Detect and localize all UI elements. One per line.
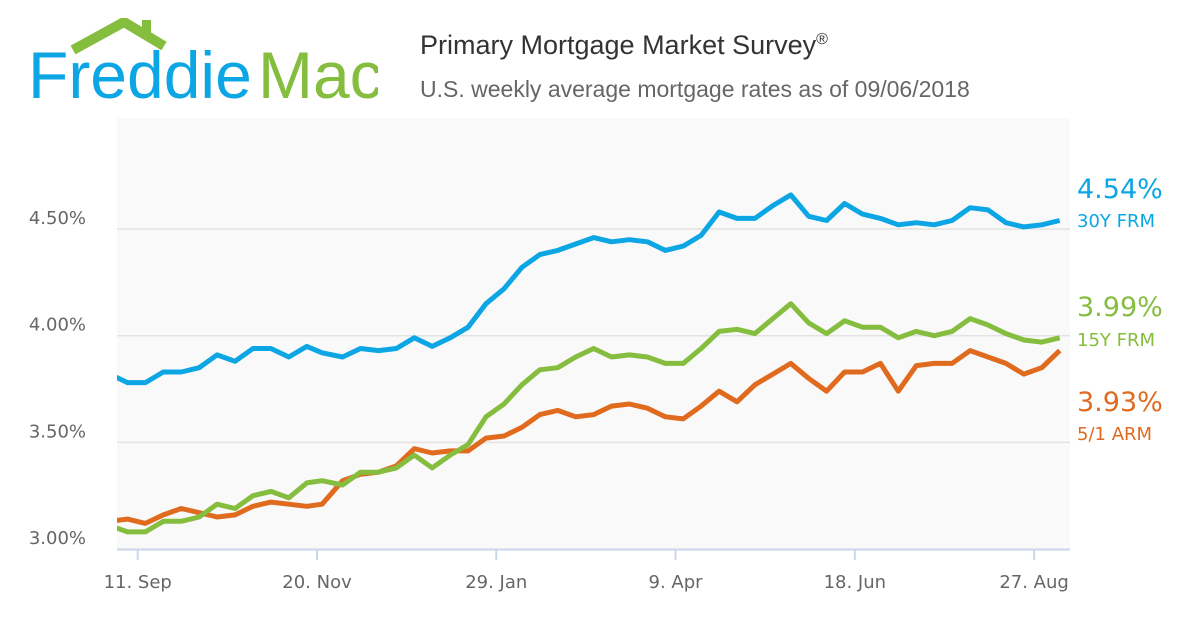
x-tick-label: 18. Jun <box>824 572 886 593</box>
x-tick-label: 11. Sep <box>104 572 172 593</box>
series-line-15y-frm <box>117 301 1061 535</box>
y-tick-label: 4.00% <box>29 315 86 336</box>
label-arm-name: 5/1 ARM <box>1077 424 1153 445</box>
label-15y-value: 3.99% <box>1077 292 1163 323</box>
label-30y-name: 30Y FRM <box>1077 211 1156 232</box>
label-arm-value: 3.93% <box>1077 387 1163 418</box>
x-tick-label: 20. Nov <box>282 572 352 593</box>
logo-text-freddie: Freddie <box>28 38 252 104</box>
series-line-30y-frm <box>117 192 1061 386</box>
y-tick-label: 4.50% <box>29 208 86 229</box>
x-tick-label: 27. Aug <box>999 572 1069 593</box>
y-tick-label: 3.50% <box>29 421 86 442</box>
x-tick-label: 29. Jan <box>465 572 527 593</box>
label-15y-name: 15Y FRM <box>1077 330 1156 351</box>
title-text: Primary Mortgage Market Survey <box>420 30 817 60</box>
y-tick-label: 3.00% <box>29 528 86 549</box>
freddie-mac-logo: Freddie Mac <box>28 18 378 104</box>
chart-title: Primary Mortgage Market Survey® <box>420 30 828 61</box>
series-line-5-1-arm <box>117 348 1062 526</box>
x-tick-label: 9. Apr <box>649 572 704 593</box>
registered-mark: ® <box>816 31 828 48</box>
logo-text-mac: Mac <box>258 38 378 104</box>
chart-subtitle: U.S. weekly average mortgage rates as of… <box>420 76 970 102</box>
label-30y-value: 4.54% <box>1077 174 1163 205</box>
